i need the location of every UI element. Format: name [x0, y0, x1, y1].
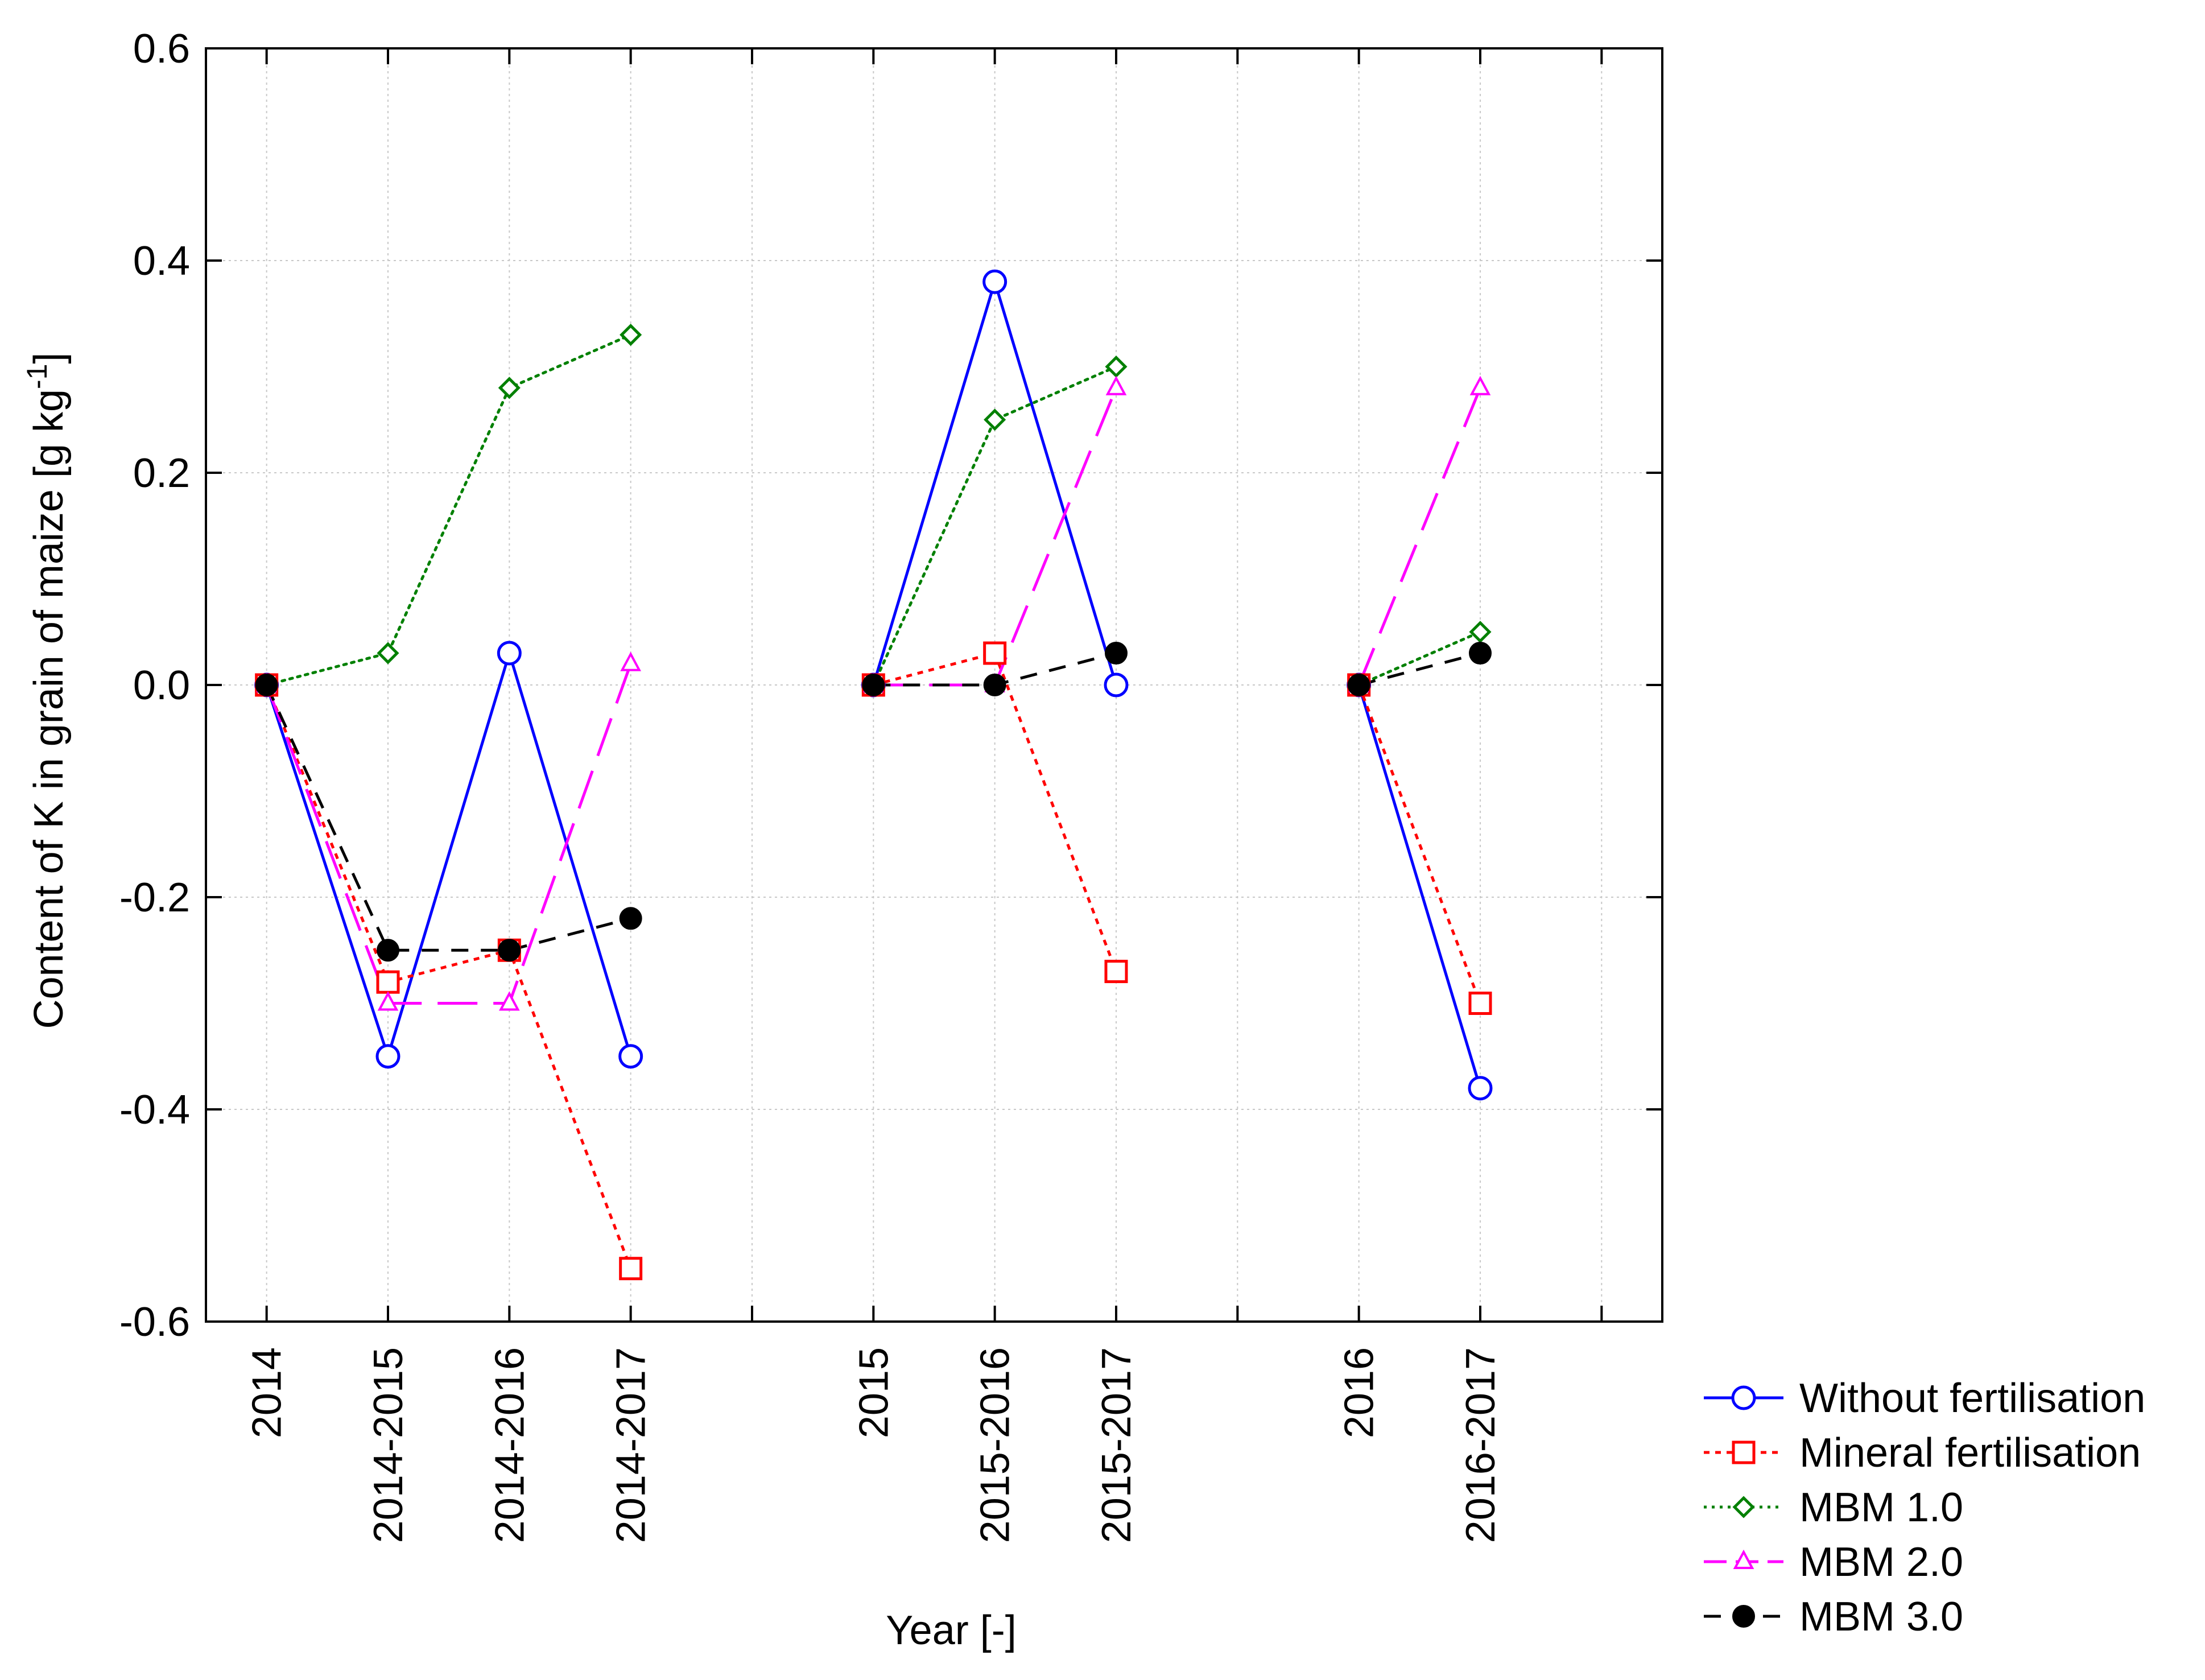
- legend: Without fertilisation Mineral fertilisati…: [1704, 1376, 2145, 1640]
- data-point-mbm-3-0: [1469, 642, 1492, 665]
- data-point-without-fertilisation: [375, 1044, 400, 1069]
- legend-item-without-fertilisation: Without fertilisation: [1704, 1376, 2145, 1421]
- data-point-without-fertilisation: [982, 269, 1007, 294]
- x-axis-title: Year [-]: [886, 1608, 1016, 1653]
- legend-item-mbm-1-0: MBM 1.0: [1704, 1485, 1963, 1530]
- data-point-mineral-fertilisation: [983, 641, 1007, 665]
- data-point-mbm-1-0: [377, 642, 399, 664]
- legend-label-mineral-fertilisation: Mineral fertilisation: [1799, 1430, 2141, 1476]
- y-tick-label: 0.0: [133, 663, 190, 708]
- data-point-without-fertilisation: [497, 641, 522, 666]
- x-tick-label: 2014-2015: [366, 1347, 411, 1543]
- y-tick-label: 0.2: [133, 451, 190, 496]
- data-point-mbm-3-0: [619, 907, 642, 930]
- x-axis: 2014 2014-2015 2014-2016 2014-2017 2015 2015-…: [245, 48, 1603, 1543]
- series-line-mbm-1-0: [872, 365, 1118, 687]
- data-point-without-fertilisation: [1104, 672, 1129, 697]
- y-axis-title: Content of K in grain of maize [g kg-1]: [21, 352, 72, 1029]
- x-tick-label: 2016: [1337, 1347, 1382, 1438]
- data-point-mbm-3-0: [983, 674, 1006, 696]
- x-tick-label: 2015-2017: [1094, 1347, 1139, 1543]
- data-point-mbm-3-0: [1105, 642, 1128, 665]
- data-point-mbm-2-0: [1469, 375, 1491, 395]
- series-line-mbm-2-0: [265, 663, 633, 1005]
- y-tick-label: -0.2: [119, 875, 190, 921]
- data-point-mbm-1-0: [1105, 355, 1128, 378]
- data-point-mbm-3-0: [255, 674, 278, 696]
- series-line-mbm-3-0: [1358, 651, 1481, 687]
- data-point-without-fertilisation: [618, 1044, 643, 1069]
- series-line-mbm-1-0: [1357, 630, 1482, 687]
- series-line-mbm-1-0: [265, 333, 633, 687]
- data-point-mbm-2-0: [498, 991, 520, 1011]
- data-point-mbm-1-0: [620, 324, 642, 346]
- data-point-mbm-3-0: [1347, 674, 1370, 696]
- x-tick-label: 2014-2016: [487, 1347, 532, 1543]
- legend-marker-mbm-3-0: [1732, 1605, 1755, 1628]
- legend-item-mineral-fertilisation: Mineral fertilisation: [1704, 1430, 2141, 1476]
- y-tick-label: 0.4: [133, 238, 190, 284]
- y-axis: -0.6 -0.4 -0.2 0.0 0.2 0.4 0.6: [119, 26, 1662, 1345]
- data-point-mbm-3-0: [377, 939, 399, 962]
- legend-label-mbm-2-0: MBM 2.0: [1799, 1539, 1963, 1585]
- series-line-mineral-fertilisation: [265, 684, 633, 1269]
- x-tick-label: 2014-2017: [609, 1347, 654, 1543]
- data-point-mbm-1-0: [498, 377, 521, 399]
- y-axis-title-superscript: -1: [21, 364, 53, 389]
- data-point-mbm-2-0: [1105, 375, 1127, 395]
- legend-label-mbm-3-0: MBM 3.0: [1799, 1594, 1963, 1640]
- legend-label-without-fertilisation: Without fertilisation: [1799, 1376, 2145, 1421]
- y-axis-title-suffix: ]: [26, 352, 72, 364]
- legend-item-mbm-3-0: MBM 3.0: [1704, 1594, 1963, 1640]
- x-tick-label: 2015-2016: [973, 1347, 1018, 1543]
- series-line-without-fertilisation: [1357, 684, 1482, 1089]
- data-point-mbm-3-0: [862, 674, 885, 696]
- legend-marker-mbm-2-0: [1733, 1549, 1754, 1569]
- data-point-mineral-fertilisation: [376, 970, 400, 994]
- data-point-mbm-2-0: [620, 651, 642, 671]
- data-point-mbm-1-0: [1469, 621, 1492, 643]
- legend-marker-mbm-1-0: [1732, 1496, 1755, 1518]
- series-mbm-1-0: [265, 333, 1482, 687]
- y-tick-label: 0.6: [133, 26, 190, 72]
- data-point-mineral-fertilisation: [1468, 992, 1492, 1015]
- data-point-mbm-1-0: [984, 408, 1006, 431]
- data-point-mineral-fertilisation: [1104, 960, 1128, 984]
- series-line-mbm-3-0: [265, 684, 631, 952]
- y-tick-label: -0.6: [119, 1299, 190, 1345]
- data-point-mbm-3-0: [498, 939, 521, 962]
- x-tick-label: 2014: [245, 1347, 290, 1438]
- data-point-mineral-fertilisation: [619, 1257, 643, 1281]
- legend-label-mbm-1-0: MBM 1.0: [1799, 1485, 1963, 1530]
- x-tick-label: 2015: [851, 1347, 897, 1438]
- series-layer: [254, 269, 1493, 1281]
- x-tick-label: 2016-2017: [1458, 1347, 1504, 1543]
- legend-marker-without-fertilisation: [1731, 1385, 1756, 1410]
- data-point-without-fertilisation: [1468, 1076, 1493, 1101]
- y-axis-title-main: Content of K in grain of maize [g kg: [26, 389, 72, 1029]
- series-points-mbm-3-0: [255, 642, 1492, 962]
- legend-item-mbm-2-0: MBM 2.0: [1704, 1539, 1963, 1585]
- data-point-mbm-2-0: [377, 991, 399, 1011]
- y-tick-label: -0.4: [119, 1087, 190, 1133]
- series-line-without-fertilisation: [265, 651, 633, 1058]
- legend-marker-mineral-fertilisation: [1732, 1440, 1756, 1464]
